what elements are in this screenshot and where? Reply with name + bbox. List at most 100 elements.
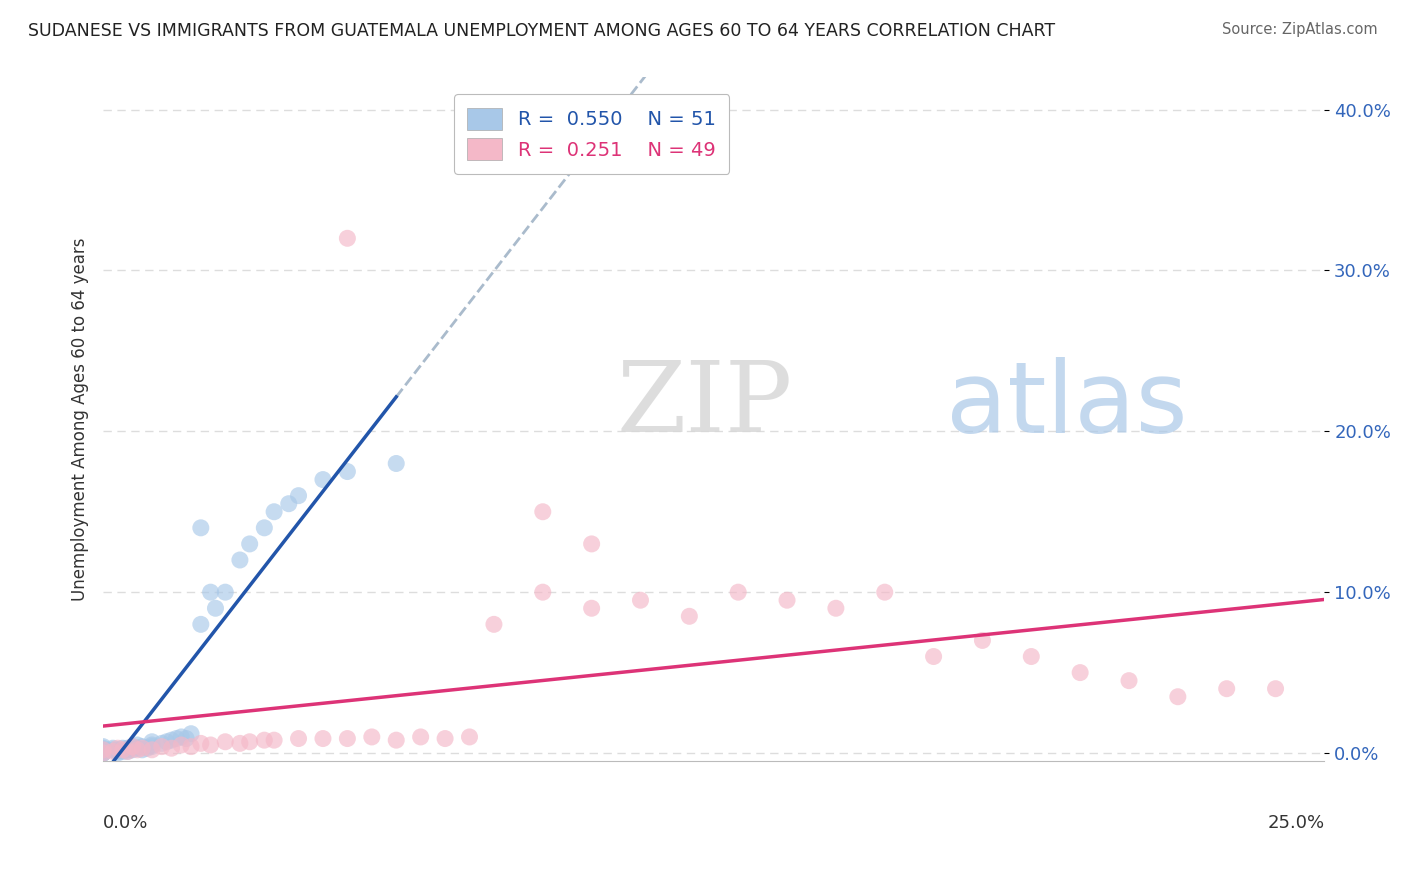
Y-axis label: Unemployment Among Ages 60 to 64 years: Unemployment Among Ages 60 to 64 years bbox=[72, 237, 89, 601]
Point bbox=[630, 593, 652, 607]
Point bbox=[360, 730, 382, 744]
Point bbox=[253, 521, 276, 535]
Point bbox=[111, 741, 134, 756]
Point bbox=[127, 741, 149, 756]
Text: atlas: atlas bbox=[946, 357, 1188, 454]
Point bbox=[141, 735, 163, 749]
Point bbox=[336, 465, 359, 479]
Point bbox=[1264, 681, 1286, 696]
Point bbox=[482, 617, 505, 632]
Point bbox=[131, 739, 153, 754]
Point bbox=[160, 741, 183, 756]
Point bbox=[91, 746, 114, 760]
Point bbox=[1118, 673, 1140, 688]
Point bbox=[141, 743, 163, 757]
Point bbox=[531, 585, 554, 599]
Point bbox=[239, 537, 262, 551]
Point bbox=[214, 735, 236, 749]
Point bbox=[678, 609, 700, 624]
Point bbox=[312, 731, 335, 746]
Point bbox=[180, 739, 202, 754]
Point bbox=[385, 733, 408, 747]
Legend: R =  0.550    N = 51, R =  0.251    N = 49: R = 0.550 N = 51, R = 0.251 N = 49 bbox=[454, 94, 730, 174]
Point bbox=[263, 733, 285, 747]
Point bbox=[141, 739, 163, 754]
Point bbox=[972, 633, 994, 648]
Point bbox=[111, 744, 134, 758]
Point bbox=[117, 741, 139, 756]
Point bbox=[117, 744, 139, 758]
Text: 25.0%: 25.0% bbox=[1267, 814, 1324, 832]
Point bbox=[107, 743, 129, 757]
Point bbox=[91, 743, 114, 757]
Point bbox=[253, 733, 276, 747]
Point bbox=[91, 746, 114, 760]
Text: ZIP: ZIP bbox=[616, 358, 793, 453]
Point bbox=[107, 744, 129, 758]
Point bbox=[91, 739, 114, 754]
Point bbox=[1069, 665, 1091, 680]
Point bbox=[107, 746, 129, 760]
Point bbox=[434, 731, 457, 746]
Point bbox=[581, 537, 603, 551]
Point bbox=[922, 649, 945, 664]
Point bbox=[160, 733, 183, 747]
Point bbox=[141, 738, 163, 752]
Point bbox=[190, 521, 212, 535]
Point bbox=[214, 585, 236, 599]
Point bbox=[174, 731, 197, 746]
Point bbox=[91, 746, 114, 760]
Point bbox=[200, 585, 222, 599]
Point bbox=[101, 743, 124, 757]
Point bbox=[409, 730, 432, 744]
Point bbox=[131, 741, 153, 756]
Point bbox=[531, 505, 554, 519]
Point bbox=[336, 731, 359, 746]
Point bbox=[1167, 690, 1189, 704]
Point bbox=[121, 743, 143, 757]
Point bbox=[150, 739, 173, 754]
Point bbox=[150, 736, 173, 750]
Point bbox=[190, 736, 212, 750]
Point bbox=[263, 505, 285, 519]
Point bbox=[111, 743, 134, 757]
Text: SUDANESE VS IMMIGRANTS FROM GUATEMALA UNEMPLOYMENT AMONG AGES 60 TO 64 YEARS COR: SUDANESE VS IMMIGRANTS FROM GUATEMALA UN… bbox=[28, 22, 1056, 40]
Point bbox=[200, 738, 222, 752]
Point bbox=[190, 617, 212, 632]
Point bbox=[131, 743, 153, 757]
Point bbox=[277, 497, 299, 511]
Point bbox=[170, 738, 193, 752]
Point bbox=[117, 744, 139, 758]
Point bbox=[458, 730, 481, 744]
Point bbox=[287, 489, 309, 503]
Point bbox=[1215, 681, 1237, 696]
Point bbox=[727, 585, 749, 599]
Point bbox=[204, 601, 226, 615]
Point bbox=[170, 730, 193, 744]
Point bbox=[136, 741, 159, 756]
Point bbox=[165, 731, 187, 746]
Point bbox=[101, 741, 124, 756]
Point bbox=[336, 231, 359, 245]
Point bbox=[121, 739, 143, 754]
Text: 0.0%: 0.0% bbox=[103, 814, 149, 832]
Point bbox=[121, 739, 143, 754]
Point bbox=[1019, 649, 1042, 664]
Point bbox=[127, 738, 149, 752]
Point bbox=[101, 744, 124, 758]
Point bbox=[239, 735, 262, 749]
Point bbox=[117, 743, 139, 757]
Point bbox=[91, 746, 114, 760]
Point bbox=[385, 457, 408, 471]
Point bbox=[107, 741, 129, 756]
Point bbox=[127, 743, 149, 757]
Text: Source: ZipAtlas.com: Source: ZipAtlas.com bbox=[1222, 22, 1378, 37]
Point bbox=[180, 727, 202, 741]
Point bbox=[873, 585, 896, 599]
Point bbox=[91, 744, 114, 758]
Point bbox=[312, 473, 335, 487]
Point bbox=[287, 731, 309, 746]
Point bbox=[91, 743, 114, 757]
Point bbox=[825, 601, 848, 615]
Point bbox=[581, 601, 603, 615]
